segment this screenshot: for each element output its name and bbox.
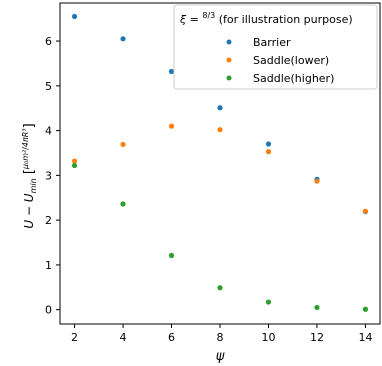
point-saddle-higher bbox=[217, 285, 223, 291]
x-axis-label: ψ bbox=[216, 349, 225, 364]
y-tick-label: 4 bbox=[45, 125, 52, 138]
x-tick-label: 14 bbox=[358, 331, 372, 344]
point-saddle-higher bbox=[314, 304, 320, 311]
point-saddle-higher bbox=[265, 299, 272, 305]
point-saddle-lower bbox=[265, 149, 272, 155]
point-saddle-lower bbox=[71, 158, 78, 164]
point-saddle-lower bbox=[362, 208, 369, 214]
data-points bbox=[71, 13, 369, 312]
y-axis-unit-denominator: 4πR³ bbox=[21, 128, 30, 147]
x-tick-label: 12 bbox=[310, 331, 324, 344]
x-tick-label: 8 bbox=[217, 331, 224, 344]
svg-text:U − Umin [μ₀m²/4πR³]: U − Umin [μ₀m²/4πR³] bbox=[21, 123, 38, 228]
point-barrier bbox=[217, 105, 223, 111]
legend-marker-saddle-lower bbox=[226, 57, 232, 63]
legend-marker-barrier bbox=[226, 39, 232, 45]
y-tick-label: 0 bbox=[45, 304, 52, 317]
y-axis-label-subscript: min bbox=[29, 178, 38, 193]
y-tick-label: 2 bbox=[45, 214, 52, 227]
point-saddle-higher bbox=[362, 306, 369, 312]
x-tick-label: 2 bbox=[71, 331, 78, 344]
y-tick-label: 6 bbox=[45, 35, 52, 48]
point-barrier bbox=[71, 13, 78, 20]
legend-frame bbox=[173, 4, 378, 90]
point-barrier bbox=[265, 141, 272, 147]
point-saddle-higher bbox=[71, 162, 78, 169]
y-tick-label: 5 bbox=[45, 80, 52, 93]
legend-label-barrier: Barrier bbox=[253, 36, 291, 49]
y-axis-label-main: U − U bbox=[22, 193, 36, 228]
point-saddle-lower bbox=[120, 141, 126, 148]
legend-label-saddle-higher: Saddle(higher) bbox=[253, 72, 334, 85]
y-tick-label: 1 bbox=[45, 259, 52, 272]
legend: ξ = 8/3 (for illustration purpose) Barri… bbox=[173, 4, 378, 90]
legend-title-frac-numerator: 8 bbox=[202, 11, 207, 20]
legend-label-saddle-lower: Saddle(lower) bbox=[253, 54, 329, 67]
point-saddle-lower bbox=[168, 123, 175, 129]
legend-title: ξ = 8/3 (for illustration purpose) bbox=[179, 11, 353, 26]
y-tick-label: 3 bbox=[45, 169, 52, 182]
legend-marker-saddle-higher bbox=[226, 75, 232, 81]
x-tick-label: 4 bbox=[120, 331, 127, 344]
y-axis-unit-numerator: μ₀m² bbox=[21, 149, 30, 170]
legend-title-suffix: (for illustration purpose) bbox=[215, 13, 352, 26]
point-saddle-higher bbox=[120, 201, 126, 207]
y-axis-label: U − Umin [μ₀m²/4πR³] bbox=[21, 123, 38, 228]
point-saddle-lower bbox=[314, 178, 320, 184]
point-barrier bbox=[120, 36, 126, 42]
point-saddle-higher bbox=[168, 252, 175, 259]
legend-title-prefix: ξ = bbox=[179, 13, 202, 26]
x-tick-label: 6 bbox=[168, 331, 175, 344]
legend-title-frac-denominator: 3 bbox=[210, 11, 215, 20]
point-barrier bbox=[168, 68, 175, 75]
x-tick-label: 10 bbox=[261, 331, 275, 344]
point-saddle-lower bbox=[217, 127, 223, 133]
